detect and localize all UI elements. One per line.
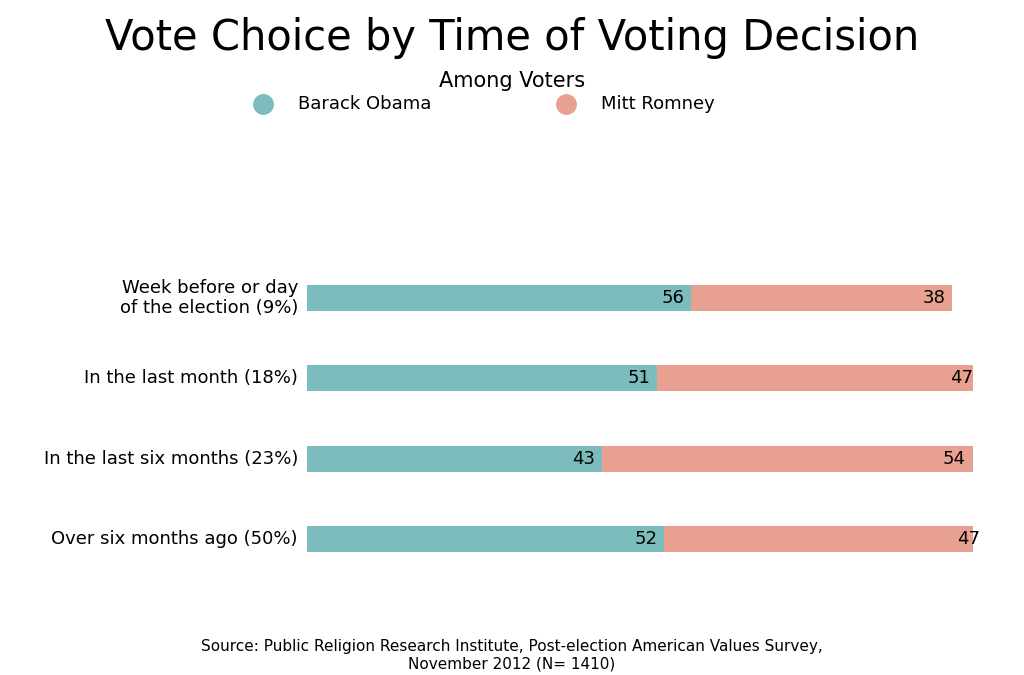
Text: 38: 38: [923, 289, 945, 307]
Bar: [307, 446, 602, 472]
Text: Over six months ago (50%): Over six months ago (50%): [51, 530, 298, 548]
Bar: [602, 446, 973, 472]
Bar: [657, 365, 980, 391]
Text: Source: Public Religion Research Institute, Post-election American Values Survey: Source: Public Religion Research Institu…: [201, 639, 823, 672]
Bar: [307, 526, 664, 552]
Text: 56: 56: [662, 289, 685, 307]
Text: 47: 47: [950, 369, 973, 387]
Text: In the last month (18%): In the last month (18%): [84, 369, 298, 387]
Bar: [664, 526, 986, 552]
Text: 47: 47: [956, 530, 980, 548]
Text: Week before or day
of the election (9%): Week before or day of the election (9%): [120, 279, 298, 317]
Bar: [307, 365, 657, 391]
Text: 43: 43: [572, 450, 595, 468]
Text: 51: 51: [628, 369, 650, 387]
Text: Mitt Romney: Mitt Romney: [601, 95, 715, 113]
Bar: [307, 285, 691, 310]
Text: Vote Choice by Time of Voting Decision: Vote Choice by Time of Voting Decision: [104, 17, 920, 59]
Text: Barack Obama: Barack Obama: [298, 95, 431, 113]
Text: 52: 52: [634, 530, 657, 548]
Text: Among Voters: Among Voters: [439, 71, 585, 91]
Text: 54: 54: [943, 450, 966, 468]
Bar: [691, 285, 952, 310]
Text: In the last six months (23%): In the last six months (23%): [44, 450, 298, 468]
